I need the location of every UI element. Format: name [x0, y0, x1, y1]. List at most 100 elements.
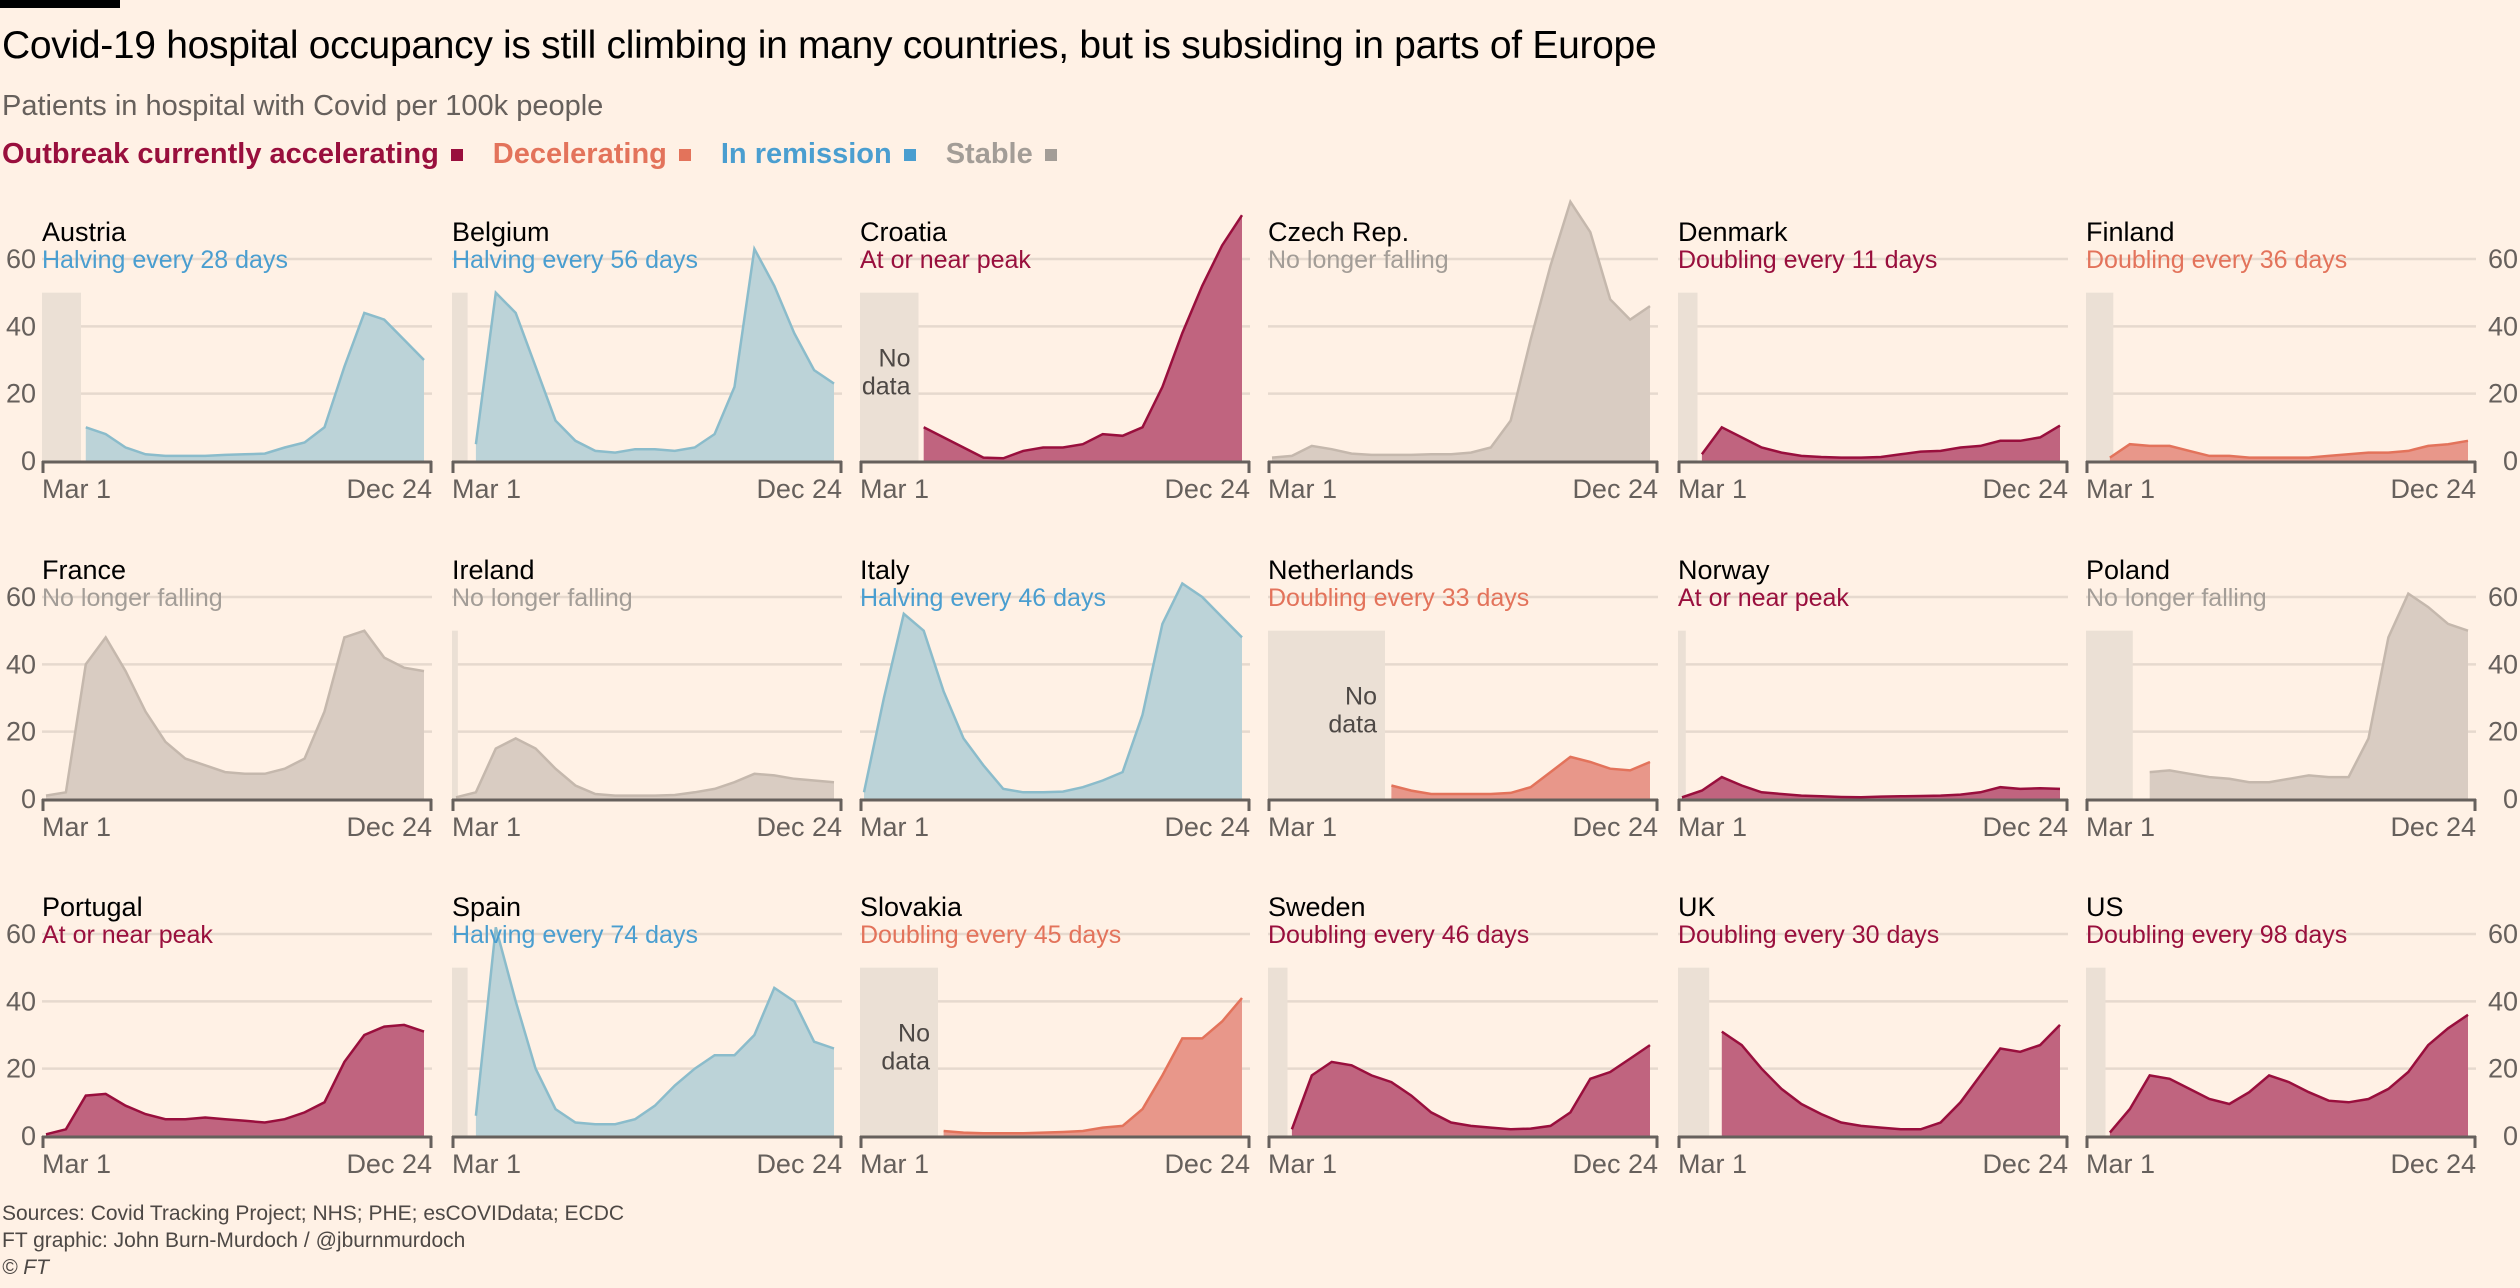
x-tick-label-start: Mar 1	[860, 1149, 929, 1179]
chart-title: Covid-19 hospital occupancy is still cli…	[2, 24, 1657, 67]
series-line	[45, 629, 425, 797]
y-tick-label: 20	[6, 379, 36, 409]
y-tick-label: 20	[2488, 717, 2518, 747]
legend-item-remission: In remission	[721, 138, 916, 171]
x-tick-label-end: Dec 24	[1572, 812, 1658, 842]
x-tick-label-end: Dec 24	[2390, 1149, 2476, 1179]
trend-label: No longer falling	[1268, 246, 1449, 274]
no-data-region	[1678, 967, 1710, 1136]
legend-swatch-icon	[450, 148, 463, 161]
no-data-label: data	[862, 373, 911, 401]
x-tick-label-start: Mar 1	[452, 812, 521, 842]
country-name: Netherlands	[1268, 555, 1414, 585]
series-line	[943, 997, 1243, 1135]
y-tick-label: 40	[6, 311, 36, 341]
series-line	[1721, 1024, 2061, 1131]
y-tick-label: 0	[21, 784, 36, 814]
y-tick-label: 60	[6, 582, 36, 612]
country-name: Portugal	[42, 892, 143, 922]
legend: Outbreak currently accelerating Decelera…	[2, 138, 1057, 171]
area-series	[475, 927, 834, 1136]
country-name: Austria	[42, 217, 127, 247]
area-series	[943, 998, 1242, 1136]
x-tick-label-start: Mar 1	[452, 474, 521, 504]
y-tick-label: 40	[6, 649, 36, 679]
trend-label: Halving every 56 days	[452, 246, 698, 274]
x-tick-label-start: Mar 1	[452, 1149, 521, 1179]
no-data-label: No	[898, 1020, 930, 1048]
trend-label: Halving every 28 days	[42, 246, 288, 274]
y-tick-label: 60	[6, 919, 36, 949]
no-data-region	[860, 967, 938, 1136]
x-tick-label-end: Dec 24	[756, 1149, 842, 1179]
series-line	[862, 581, 1243, 794]
series-line	[1681, 775, 2061, 799]
legend-swatch-icon	[903, 148, 916, 161]
x-tick-label-end: Dec 24	[346, 474, 432, 504]
x-tick-label-end: Dec 24	[1164, 1149, 1250, 1179]
country-name: US	[2086, 892, 2124, 922]
y-tick-label: 60	[2488, 919, 2518, 949]
area-series	[1272, 201, 1650, 462]
legend-item-decelerating: Decelerating	[493, 138, 691, 171]
x-tick-label-end: Dec 24	[756, 812, 842, 842]
country-name: Spain	[452, 892, 521, 922]
area-series	[2109, 1014, 2468, 1136]
no-data-region	[2086, 967, 2106, 1136]
y-tick-label: 20	[2488, 379, 2518, 409]
legend-label: Stable	[945, 138, 1033, 170]
x-tick-label-start: Mar 1	[1678, 812, 1747, 842]
series-line	[2108, 1013, 2469, 1134]
trend-label: At or near peak	[1678, 584, 1849, 612]
no-data-region	[1678, 630, 1686, 799]
country-name: Czech Rep.	[1268, 217, 1409, 247]
x-tick-label-end: Dec 24	[346, 812, 432, 842]
country-name: Ireland	[452, 555, 535, 585]
trend-label: No longer falling	[452, 584, 633, 612]
trend-label: No longer falling	[42, 584, 223, 612]
x-tick-label-start: Mar 1	[2086, 1149, 2155, 1179]
no-data-region	[2086, 292, 2114, 461]
x-tick-label-end: Dec 24	[2390, 812, 2476, 842]
country-name: Poland	[2086, 555, 2170, 585]
x-tick-label-start: Mar 1	[1268, 1149, 1337, 1179]
trend-label: No longer falling	[2086, 584, 2267, 612]
y-tick-label: 0	[21, 446, 36, 476]
x-tick-label-end: Dec 24	[1164, 812, 1250, 842]
y-tick-label: 0	[2503, 784, 2518, 814]
country-name: Sweden	[1268, 892, 1366, 922]
y-tick-label: 0	[2503, 446, 2518, 476]
series-line	[455, 736, 835, 799]
area-series	[456, 738, 834, 799]
area-series	[46, 630, 424, 799]
panel-czech-rep: Mar 1 Dec 24 Czech Rep.No longer falling	[1267, 198, 1659, 504]
no-data-label: data	[1328, 711, 1377, 739]
x-tick-label-end: Dec 24	[1164, 474, 1250, 504]
no-data-region	[1268, 967, 1288, 1136]
area-series	[1721, 1024, 2060, 1136]
series-line	[2109, 439, 2469, 459]
x-tick-label-start: Mar 1	[860, 474, 929, 504]
y-tick-label: 0	[21, 1121, 36, 1151]
x-tick-label-start: Mar 1	[1678, 1149, 1747, 1179]
x-tick-label-start: Mar 1	[42, 474, 111, 504]
series-line	[923, 214, 1244, 460]
no-data-region	[1678, 292, 1698, 461]
x-tick-label-end: Dec 24	[346, 1149, 432, 1179]
legend-label: In remission	[720, 138, 892, 170]
series-line	[2149, 591, 2469, 784]
country-name: Belgium	[452, 217, 550, 247]
series-line	[45, 1023, 425, 1136]
x-tick-label-start: Mar 1	[860, 812, 929, 842]
y-tick-label: 0	[2503, 1121, 2518, 1151]
y-tick-label: 20	[2488, 1054, 2518, 1084]
trend-label: Doubling every 36 days	[2086, 246, 2347, 274]
